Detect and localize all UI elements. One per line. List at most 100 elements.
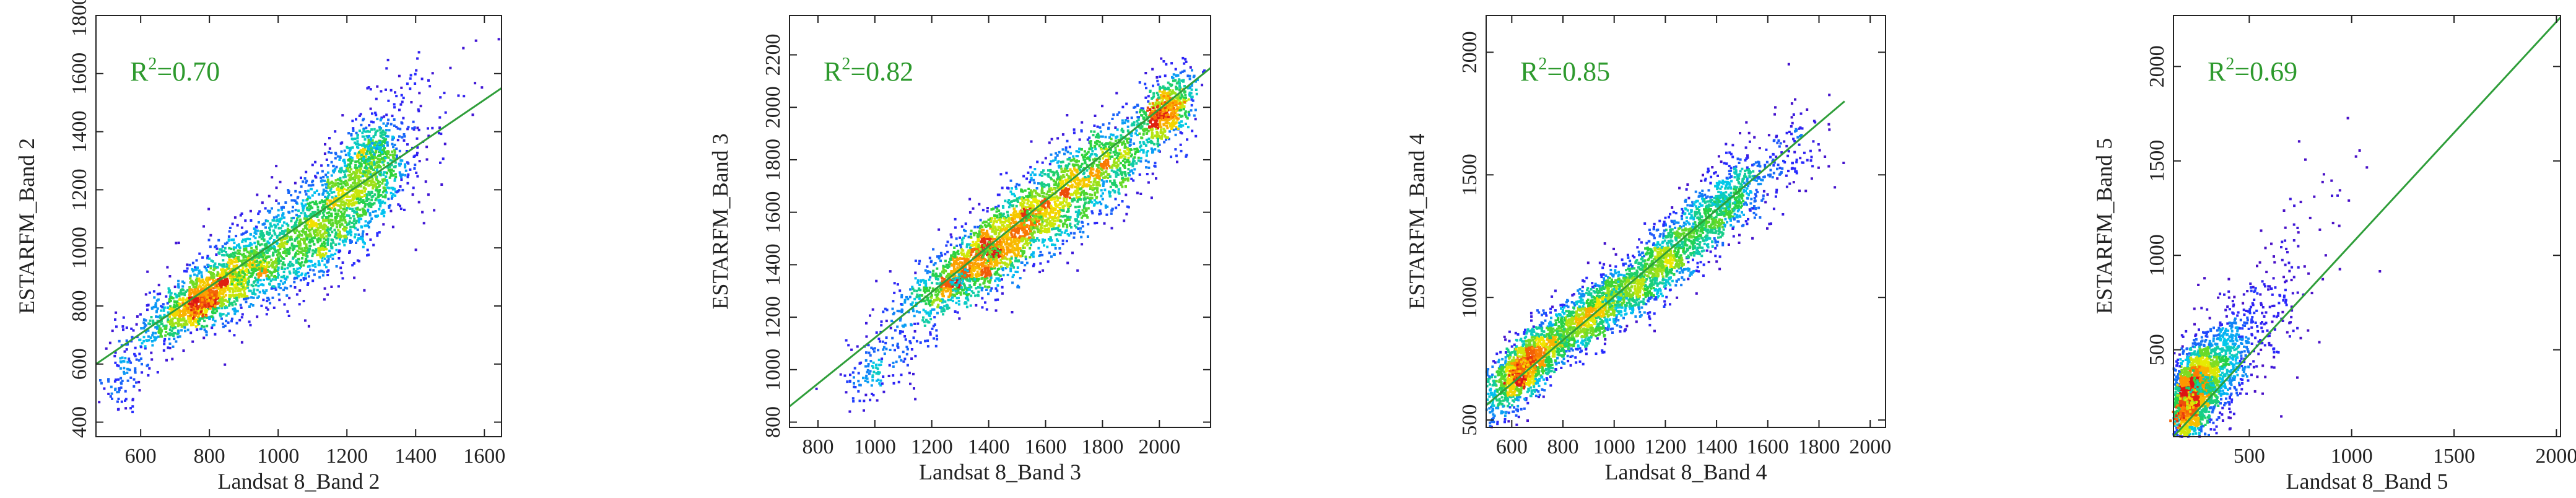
scatter-point: [395, 147, 398, 151]
scatter-point: [296, 268, 299, 270]
scatter-point: [220, 272, 224, 275]
scatter-point: [287, 251, 290, 254]
scatter-point: [333, 209, 336, 212]
scatter-point: [273, 224, 276, 227]
scatter-point: [249, 242, 252, 245]
scatter-point: [350, 184, 353, 187]
scatter-point: [176, 333, 179, 336]
scatter-point: [926, 296, 929, 299]
scatter-point: [345, 226, 348, 229]
scatter-point: [376, 85, 379, 88]
scatter-point: [362, 172, 364, 175]
scatter-point: [348, 232, 351, 235]
scatter-point: [949, 294, 952, 297]
scatter-point: [198, 279, 201, 282]
scatter-point: [173, 304, 176, 307]
scatter-point: [186, 297, 189, 300]
scatter-point: [351, 209, 354, 212]
scatter-point: [317, 260, 320, 263]
scatter-point: [385, 183, 388, 186]
scatter-point: [1078, 192, 1081, 195]
scatter-point: [380, 127, 383, 130]
scatter-point: [282, 271, 285, 274]
scatter-point: [148, 367, 151, 370]
scatter-point: [192, 282, 195, 286]
scatter-point: [178, 292, 181, 295]
scatter-point: [305, 243, 308, 246]
scatter-point: [337, 209, 341, 212]
scatter-point: [292, 248, 295, 251]
scatter-point: [417, 201, 420, 204]
scatter-point: [134, 369, 137, 372]
scatter-point: [355, 242, 357, 244]
scatter-point: [173, 292, 176, 295]
scatter-point: [378, 146, 381, 149]
scatter-point: [307, 234, 310, 237]
scatter-point: [391, 225, 394, 229]
scatter-point: [297, 253, 300, 256]
scatter-point: [369, 173, 372, 176]
scatter-point: [387, 198, 390, 201]
scatter-point: [375, 178, 378, 181]
scatter-point: [929, 318, 933, 321]
scatter-point: [983, 261, 986, 264]
scatter-point: [211, 324, 214, 327]
scatter-point: [189, 323, 193, 326]
scatter-point: [193, 320, 196, 323]
scatter-point: [299, 265, 302, 268]
scatter-point: [235, 273, 238, 276]
scatter-point: [964, 272, 967, 274]
scatter-point: [349, 162, 352, 165]
scatter-point: [201, 299, 204, 302]
scatter-point: [262, 289, 265, 292]
scatter-point: [218, 274, 221, 277]
scatter-point: [287, 224, 290, 227]
scatter-point: [965, 253, 968, 256]
scatter-point: [168, 308, 171, 310]
scatter-point: [304, 261, 307, 264]
scatter-point: [226, 281, 229, 284]
scatter-point: [381, 161, 384, 164]
scatter-point: [188, 317, 191, 320]
scatter-point: [230, 294, 233, 297]
scatter-point: [213, 279, 216, 282]
scatter-point: [971, 273, 974, 276]
scatter-point: [975, 287, 978, 290]
scatter-point: [376, 196, 380, 199]
scatter-point: [255, 226, 258, 229]
scatter-point: [358, 194, 361, 197]
scatter-point: [143, 325, 146, 328]
scatter-point: [318, 270, 321, 273]
scatter-point: [393, 177, 396, 180]
scatter-point: [124, 399, 126, 402]
scatter-point: [259, 249, 262, 252]
scatter-point: [256, 193, 259, 196]
scatter-point: [959, 273, 962, 276]
scatter-point: [175, 321, 178, 325]
scatter-point: [381, 140, 385, 143]
scatter-point: [339, 177, 342, 180]
scatter-point: [407, 126, 410, 129]
scatter-point: [977, 262, 980, 265]
scatter-point: [134, 367, 137, 370]
scatter-point: [474, 82, 477, 85]
scatter-point: [926, 339, 929, 343]
scatter-point: [153, 296, 156, 299]
scatter-point: [323, 180, 326, 182]
scatter-point: [193, 287, 196, 290]
scatter-point: [373, 202, 376, 205]
scatter-point: [188, 263, 191, 266]
scatter-point: [295, 220, 298, 223]
scatter-point: [319, 234, 322, 237]
scatter-point: [399, 128, 402, 131]
scatter-point: [196, 300, 199, 303]
scatter-point: [352, 127, 355, 130]
scatter-point: [310, 240, 313, 243]
scatter-point: [355, 191, 358, 194]
scatter-point: [384, 194, 387, 197]
scatter-point: [974, 267, 977, 270]
scatter-point: [220, 279, 224, 282]
scatter-point: [262, 258, 265, 261]
scatter-point: [261, 267, 264, 270]
scatter-point: [236, 224, 239, 227]
